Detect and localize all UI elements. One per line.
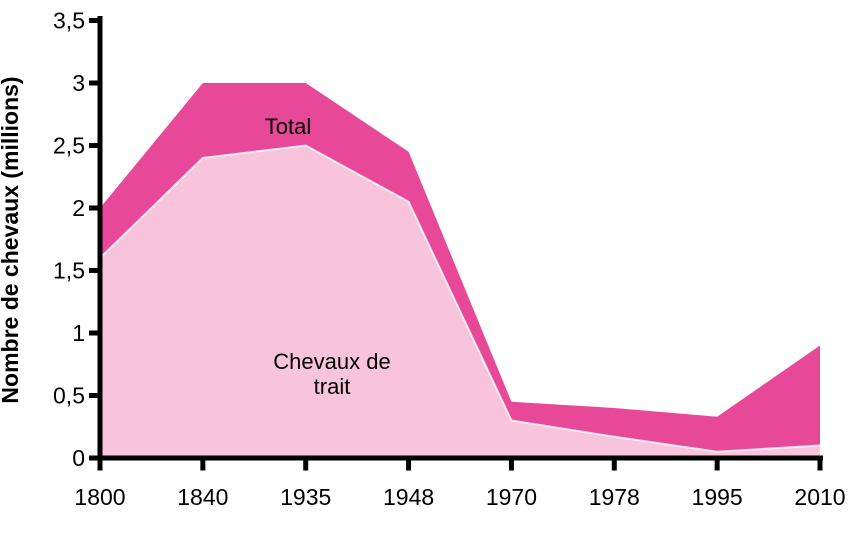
x-tick-label: 1800 xyxy=(74,484,125,510)
y-tick xyxy=(89,393,98,398)
y-tick xyxy=(89,80,98,86)
y-tick-label: 3 xyxy=(72,70,85,96)
annotation-trait-label: trait xyxy=(314,374,351,399)
x-tick-label: 1948 xyxy=(383,484,434,510)
series-area-chevaux-de-trait xyxy=(100,145,820,458)
x-axis-line xyxy=(97,455,823,461)
x-tick-label: 1970 xyxy=(486,484,537,510)
y-tick-label: 0 xyxy=(72,445,85,471)
annotation-trait-label: Chevaux de xyxy=(273,349,390,374)
x-tick-label: 1995 xyxy=(692,484,743,510)
x-tick xyxy=(303,460,309,471)
x-tick xyxy=(97,460,103,471)
x-tick xyxy=(406,460,412,471)
y-tick xyxy=(89,268,98,273)
y-tick xyxy=(89,330,98,336)
x-tick xyxy=(714,460,720,471)
x-tick xyxy=(200,460,206,471)
y-tick xyxy=(89,18,98,23)
annotation-total-label: Total xyxy=(265,114,311,139)
x-tick-label: 1978 xyxy=(589,484,640,510)
y-tick-label: 1 xyxy=(72,320,85,346)
x-tick-label: 1840 xyxy=(177,484,228,510)
y-tick-label: 2 xyxy=(72,195,85,221)
y-tick xyxy=(89,205,98,211)
x-tick-label: 2010 xyxy=(794,484,845,510)
y-axis-line xyxy=(97,16,103,461)
x-tick-label: 1935 xyxy=(280,484,331,510)
y-axis-title: Nombre de chevaux (millions) xyxy=(0,76,23,403)
y-tick-label: 3,5 xyxy=(53,8,85,34)
x-tick xyxy=(817,460,823,471)
y-tick-label: 2,5 xyxy=(53,133,85,159)
series-boundary-line xyxy=(99,144,821,453)
y-tick xyxy=(89,455,98,461)
x-tick xyxy=(508,460,514,471)
y-tick xyxy=(89,143,98,148)
x-tick xyxy=(611,460,617,471)
y-tick-label: 0,5 xyxy=(53,383,85,409)
y-tick-label: 1,5 xyxy=(53,258,85,284)
